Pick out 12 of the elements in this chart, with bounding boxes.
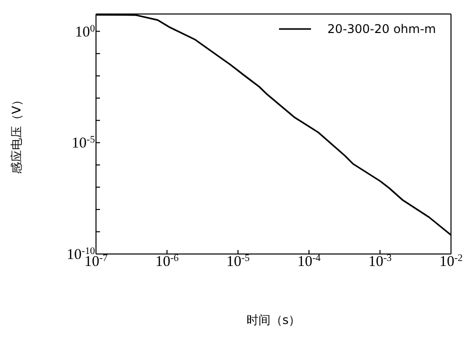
x-axis-title: 时间（s） [246, 313, 301, 327]
legend-label: 20-300-20 ohm-m [327, 22, 436, 36]
x-tick-label: 10$^{-3}$ [368, 252, 392, 270]
y-tick-label: 10$^{-5}$ [72, 134, 95, 152]
legend-box: 20-300-20 ohm-m [279, 22, 436, 36]
x-tick-label: 10$^{-2}$ [439, 252, 463, 270]
x-tick-label: 10$^{-5}$ [226, 252, 250, 270]
x-tick-label: 10$^{-6}$ [155, 252, 179, 270]
y-axis-title: 感应电压（V） [9, 94, 24, 174]
x-tick-label: 10$^{-7}$ [84, 252, 108, 270]
x-tick-label: 10$^{-4}$ [297, 252, 321, 270]
y-tick-label: 10$^{0}$ [75, 22, 95, 40]
